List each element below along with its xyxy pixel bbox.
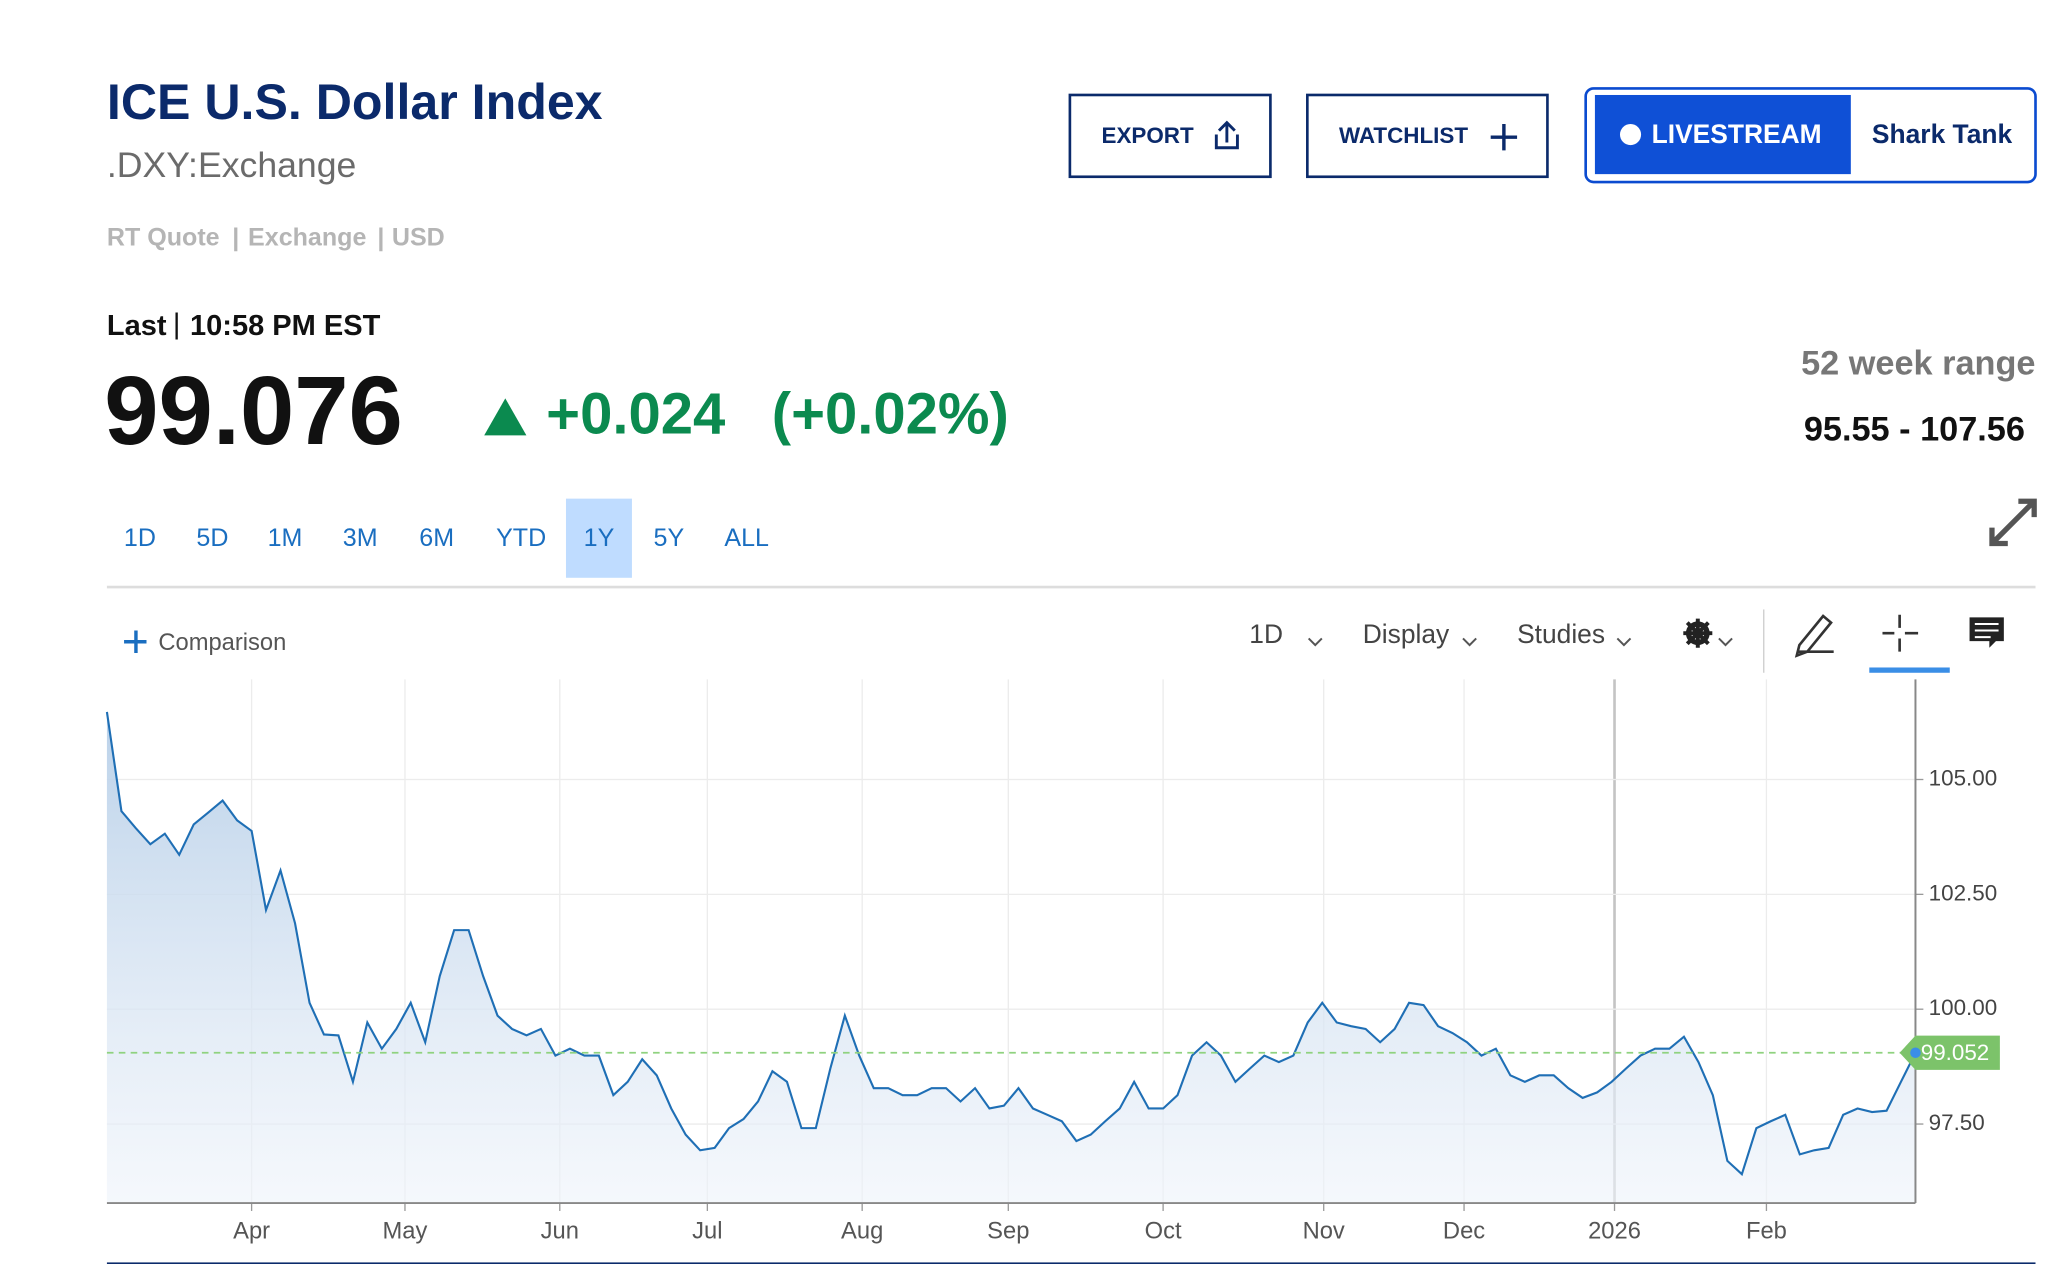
studies-menu[interactable]: Studies xyxy=(1517,619,1632,649)
meta: USD xyxy=(392,223,445,251)
comment-lines xyxy=(1974,622,1999,639)
range-tab-label: ALL xyxy=(724,524,769,552)
y-tick-label: 102.50 xyxy=(1929,880,1998,905)
range-tab-label: 6M xyxy=(419,524,454,552)
range-tab[interactable]: 5Y xyxy=(654,524,685,552)
area-fill xyxy=(106,711,1916,1204)
x-tick-label: Oct xyxy=(1145,1218,1182,1244)
range-tab[interactable]: 5D xyxy=(196,524,228,552)
x-tick-label: May xyxy=(383,1218,428,1244)
x-tick-label: Dec xyxy=(1443,1218,1485,1244)
toolbar-label: Display xyxy=(1363,619,1450,649)
display-menu[interactable]: Display xyxy=(1363,619,1477,649)
range-tab[interactable]: 6M xyxy=(419,524,454,552)
title: ICE U.S. Dollar Index xyxy=(107,74,603,130)
y-tick-label: 97.50 xyxy=(1929,1110,1985,1135)
last-time: 10:58 PM EST xyxy=(190,310,381,342)
export-button[interactable]: EXPORT xyxy=(1068,93,1272,179)
y-tick-label: 100.00 xyxy=(1929,995,1998,1020)
live-dot xyxy=(1619,123,1642,146)
range-tab[interactable]: 1Y xyxy=(565,498,632,578)
button-label: Shark Tank xyxy=(1872,119,2013,149)
bottom-bar xyxy=(106,1262,2036,1264)
shark-tank-button[interactable]: Shark Tank xyxy=(1872,119,2013,149)
last-price-label: 99.052 xyxy=(1921,1040,1990,1065)
price-chart: Apr May Jun Jul Aug Sep Oct Nov Dec 2026 Feb 97.50 1… xyxy=(105,679,2000,1244)
livestream-button[interactable]: LIVESTREAM xyxy=(1594,94,1851,175)
range-tab-label: YTD xyxy=(496,524,546,552)
toolbar-label: Comparison xyxy=(158,630,286,656)
price: 99.076 xyxy=(104,356,403,465)
comment-icon[interactable] xyxy=(1969,617,2004,648)
x-tick-label: Aug xyxy=(841,1218,883,1244)
range-tab-label: 5Y xyxy=(654,524,685,552)
range-tab[interactable]: ALL xyxy=(724,524,769,552)
expand-icon[interactable] xyxy=(1989,498,2037,547)
toolbar-label: Studies xyxy=(1517,619,1605,649)
watchlist-button[interactable]: WATCHLIST xyxy=(1306,93,1549,179)
meta: RT Quote xyxy=(107,223,220,251)
last-price-badge xyxy=(1899,1035,2000,1070)
last-label: Last xyxy=(107,310,167,342)
meta: Exchange xyxy=(248,223,366,251)
change: +0.024 xyxy=(546,381,725,446)
range-tab-label: 1M xyxy=(268,524,303,552)
settings-menu[interactable] xyxy=(1683,618,1733,648)
separator: | xyxy=(173,308,181,340)
range-label: 52 week range xyxy=(1801,344,2035,382)
range-tab[interactable]: 3M xyxy=(343,524,378,552)
range-value: 95.55 - 107.56 xyxy=(1804,410,2025,448)
range-tab-label: 1Y xyxy=(584,524,615,552)
range-tab[interactable]: 1D xyxy=(124,524,156,552)
x-tick-label: 2026 xyxy=(1588,1218,1641,1244)
price-line xyxy=(105,711,1917,1177)
range-tab-label: 1D xyxy=(124,524,156,552)
range-tab-label: 3M xyxy=(343,524,378,552)
x-tick-label: Jun xyxy=(541,1218,579,1244)
up-arrow xyxy=(484,398,527,436)
separator: | xyxy=(232,223,239,251)
separator: | xyxy=(377,223,384,251)
x-tick-label: Jul xyxy=(692,1218,722,1244)
change-percent: (+0.02%) xyxy=(772,381,1009,446)
plus-icon xyxy=(1490,123,1518,151)
interval-menu[interactable]: 1D xyxy=(1249,619,1323,649)
range-tab-label: 5D xyxy=(196,524,228,552)
export-icon xyxy=(1214,120,1239,150)
active-indicator xyxy=(1869,667,1950,673)
symbol: .DXY:Exchange xyxy=(107,145,356,185)
draw-icon[interactable] xyxy=(1794,614,1834,658)
last-price-dot xyxy=(1910,1047,1921,1059)
button-label: LIVESTREAM xyxy=(1652,119,1822,149)
y-tick-label: 105.00 xyxy=(1929,765,1998,790)
toolbar-label: 1D xyxy=(1249,619,1283,649)
range-tab-selected xyxy=(565,498,632,578)
button-label: WATCHLIST xyxy=(1339,123,1468,148)
x-tick-label: Nov xyxy=(1303,1218,1345,1244)
x-tick-label: Feb xyxy=(1746,1218,1787,1244)
crosshair-icon[interactable] xyxy=(1882,614,1919,652)
x-tick-label: Apr xyxy=(233,1218,270,1244)
range-tab[interactable]: 1M xyxy=(268,524,303,552)
button-label: EXPORT xyxy=(1102,123,1194,148)
range-tab[interactable]: YTD xyxy=(496,524,546,552)
x-tick-label: Sep xyxy=(987,1218,1029,1244)
comparison-button[interactable]: Comparison xyxy=(124,630,286,656)
